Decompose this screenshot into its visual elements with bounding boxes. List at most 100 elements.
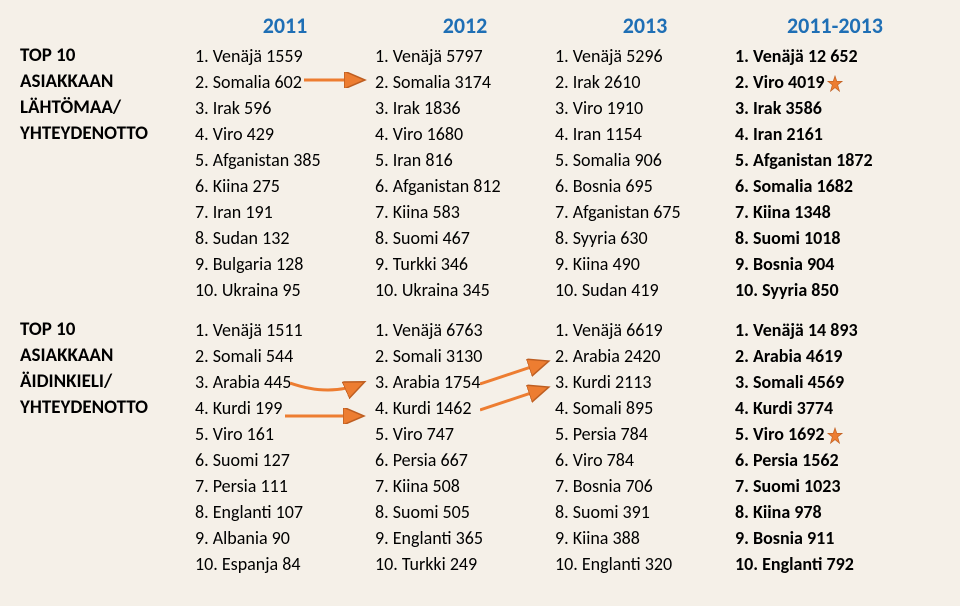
- list-item: 5. Iran 816: [375, 147, 555, 173]
- list-item: 4. Iran 2161: [735, 121, 935, 147]
- list-item: 10. Englanti 320: [555, 551, 735, 577]
- list-col-2011: 1. Venäjä 15592. Somalia 6023. Irak 5964…: [195, 43, 375, 303]
- header-range: 2011-2013: [735, 12, 935, 39]
- list-item: 6. Suomi 127: [195, 447, 375, 473]
- list-item: 8. Suomi 391: [555, 499, 735, 525]
- year-header-row: 2011 2012 2013 2011-2013: [20, 12, 940, 39]
- label-line: YHTEYDENOTTO: [20, 395, 195, 421]
- list-item: 6. Somalia 1682: [735, 173, 935, 199]
- label-line: TOP 10: [20, 317, 195, 343]
- list-item: 8. Sudan 132: [195, 225, 375, 251]
- list-item: 3. Viro 1910: [555, 95, 735, 121]
- list-item: 3. Irak 596: [195, 95, 375, 121]
- list-item: 9. Kiina 490: [555, 251, 735, 277]
- list-item: 5. Persia 784: [555, 421, 735, 447]
- list-item: 2. Somali 544: [195, 343, 375, 369]
- list-item: 2. Arabia 2420: [555, 343, 735, 369]
- list-item: 9. Englanti 365: [375, 525, 555, 551]
- list-item: 8. Suomi 1018: [735, 225, 935, 251]
- list-item: 10. Ukraina 345: [375, 277, 555, 303]
- list-item: 4. Kurdi 199: [195, 395, 375, 421]
- list-item: 3. Somali 4569: [735, 369, 935, 395]
- list-item: 8. Suomi 467: [375, 225, 555, 251]
- list-item: 2. Somalia 602: [195, 69, 375, 95]
- list-item: 1. Venäjä 14 893: [735, 317, 935, 343]
- label-line: LÄHTÖMAA/: [20, 95, 195, 121]
- list-item: 9. Bosnia 911: [735, 525, 935, 551]
- list-item: 7. Suomi 1023: [735, 473, 935, 499]
- section-language: TOP 10 ASIAKKAAN ÄIDINKIELI/ YHTEYDENOTT…: [20, 317, 940, 577]
- list-item: 2. Somali 3130: [375, 343, 555, 369]
- list-item: 10. Turkki 249: [375, 551, 555, 577]
- list-item: 2. Arabia 4619: [735, 343, 935, 369]
- label-line: ASIAKKAAN: [20, 343, 195, 369]
- list-item: 1. Venäjä 1559: [195, 43, 375, 69]
- header-2012: 2012: [375, 12, 555, 39]
- section-origin: TOP 10 ASIAKKAAN LÄHTÖMAA/ YHTEYDENOTTO …: [20, 43, 940, 303]
- list-item: 5. Viro 1692: [735, 421, 935, 447]
- header-2011: 2011: [195, 12, 375, 39]
- list-item: 3. Arabia 445: [195, 369, 375, 395]
- list-item: 2. Irak 2610: [555, 69, 735, 95]
- section-origin-label: TOP 10 ASIAKKAAN LÄHTÖMAA/ YHTEYDENOTTO: [20, 43, 195, 303]
- list-item: 4. Kurdi 3774: [735, 395, 935, 421]
- list-item: 9. Albania 90: [195, 525, 375, 551]
- list-item: 4. Viro 429: [195, 121, 375, 147]
- list-item: 7. Afganistan 675: [555, 199, 735, 225]
- label-line: ÄIDINKIELI/: [20, 369, 195, 395]
- list-item: 6. Bosnia 695: [555, 173, 735, 199]
- list-item: 1. Venäjä 5797: [375, 43, 555, 69]
- header-2013: 2013: [555, 12, 735, 39]
- list-item: 6. Kiina 275: [195, 173, 375, 199]
- star-icon: [826, 75, 844, 93]
- list-item: 6. Persia 667: [375, 447, 555, 473]
- label-line: YHTEYDENOTTO: [20, 121, 195, 147]
- list-item: 1. Venäjä 6763: [375, 317, 555, 343]
- list-item: 6. Afganistan 812: [375, 173, 555, 199]
- list-item: 6. Persia 1562: [735, 447, 935, 473]
- list-item: 9. Turkki 346: [375, 251, 555, 277]
- list-item: 10. Englanti 792: [735, 551, 935, 577]
- list-item: 10. Sudan 419: [555, 277, 735, 303]
- list-item: 5. Viro 161: [195, 421, 375, 447]
- list-item: 5. Somalia 906: [555, 147, 735, 173]
- list-item: 8. Suomi 505: [375, 499, 555, 525]
- list-item: 7. Bosnia 706: [555, 473, 735, 499]
- list-item: 8. Kiina 978: [735, 499, 935, 525]
- list-item: 3. Kurdi 2113: [555, 369, 735, 395]
- list-item: 4. Somali 895: [555, 395, 735, 421]
- list-item: 10. Ukraina 95: [195, 277, 375, 303]
- list-item: 3. Irak 3586: [735, 95, 935, 121]
- list-col-2012: 1. Venäjä 57972. Somalia 31743. Irak 183…: [375, 43, 555, 303]
- list-item: 10. Espanja 84: [195, 551, 375, 577]
- list-item: 1. Venäjä 1511: [195, 317, 375, 343]
- list-col-range: 1. Venäjä 14 8932. Arabia 46193. Somali …: [735, 317, 935, 577]
- list-col-2011: 1. Venäjä 15112. Somali 5443. Arabia 445…: [195, 317, 375, 577]
- list-item: 9. Bosnia 904: [735, 251, 935, 277]
- section-language-label: TOP 10 ASIAKKAAN ÄIDINKIELI/ YHTEYDENOTT…: [20, 317, 195, 577]
- list-col-2012: 1. Venäjä 67632. Somali 31303. Arabia 17…: [375, 317, 555, 577]
- list-col-range: 1. Venäjä 12 6522. Viro 40193. Irak 3586…: [735, 43, 935, 303]
- list-item: 3. Irak 1836: [375, 95, 555, 121]
- list-item: 5. Afganistan 1872: [735, 147, 935, 173]
- list-item: 1. Venäjä 5296: [555, 43, 735, 69]
- list-item: 10. Syyria 850: [735, 277, 935, 303]
- list-item: 7. Kiina 1348: [735, 199, 935, 225]
- list-item: 5. Viro 747: [375, 421, 555, 447]
- label-line: ASIAKKAAN: [20, 69, 195, 95]
- list-item: 2. Somalia 3174: [375, 69, 555, 95]
- list-item: 4. Viro 1680: [375, 121, 555, 147]
- list-item: 7. Kiina 508: [375, 473, 555, 499]
- list-item: 9. Kiina 388: [555, 525, 735, 551]
- list-item: 9. Bulgaria 128: [195, 251, 375, 277]
- list-col-2013: 1. Venäjä 52962. Irak 26103. Viro 19104.…: [555, 43, 735, 303]
- star-icon: [826, 427, 844, 445]
- list-item: 3. Arabia 1754: [375, 369, 555, 395]
- list-item: 6. Viro 784: [555, 447, 735, 473]
- list-item: 8. Syyria 630: [555, 225, 735, 251]
- list-col-2013: 1. Venäjä 66192. Arabia 24203. Kurdi 211…: [555, 317, 735, 577]
- list-item: 1. Venäjä 12 652: [735, 43, 935, 69]
- list-item: 7. Persia 111: [195, 473, 375, 499]
- list-item: 5. Afganistan 385: [195, 147, 375, 173]
- list-item: 7. Kiina 583: [375, 199, 555, 225]
